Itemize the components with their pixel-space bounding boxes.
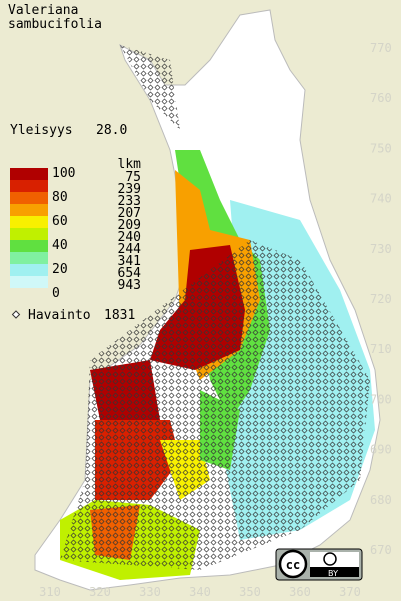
y-axis-label: 770 xyxy=(370,41,392,55)
y-axis-label: 710 xyxy=(370,342,392,356)
legend-scale-label: 20 xyxy=(52,262,68,277)
legend-scale-label: 60 xyxy=(52,214,68,229)
x-axis-label: 320 xyxy=(89,585,111,599)
x-axis-label: 350 xyxy=(239,585,261,599)
count-label: 341 xyxy=(118,254,141,269)
observations-label: Havainto xyxy=(28,308,91,323)
legend-swatch xyxy=(10,240,48,252)
legend-swatch xyxy=(10,252,48,264)
legend-swatch xyxy=(10,168,48,180)
license-badge: cc BY xyxy=(275,548,363,581)
legend-swatch xyxy=(10,216,48,228)
frequency-value: 28.0 xyxy=(96,123,127,138)
count-label: 233 xyxy=(118,194,141,209)
title: sambucifolia xyxy=(8,17,102,32)
title: Valeriana xyxy=(8,3,78,18)
y-axis-label: 730 xyxy=(370,242,392,256)
legend-scale-label: 100 xyxy=(52,166,75,181)
count-label: 239 xyxy=(118,182,141,197)
svg-text:cc: cc xyxy=(286,558,300,572)
x-axis-label: 330 xyxy=(139,585,161,599)
legend-scale-label: 80 xyxy=(52,190,68,205)
observations-value: 1831 xyxy=(104,308,135,323)
legend-swatch xyxy=(10,264,48,276)
x-axis-label: 310 xyxy=(39,585,61,599)
y-axis-label: 720 xyxy=(370,292,392,306)
legend-swatch xyxy=(10,228,48,240)
y-axis-label: 740 xyxy=(370,192,392,206)
x-axis-label: 370 xyxy=(339,585,361,599)
y-axis-label: 690 xyxy=(370,443,392,457)
legend-scale-label: 0 xyxy=(52,286,60,301)
legend-swatch xyxy=(10,204,48,216)
x-axis-label: 360 xyxy=(289,585,311,599)
distribution xyxy=(60,45,375,580)
legend-swatch xyxy=(10,192,48,204)
count-label: 207 xyxy=(118,206,141,221)
count-label: 240 xyxy=(118,230,141,245)
y-axis-label: 700 xyxy=(370,392,392,406)
y-axis-label: 760 xyxy=(370,91,392,105)
legend-scale-label: 40 xyxy=(52,238,68,253)
x-axis-label: 340 xyxy=(189,585,211,599)
count-label: 244 xyxy=(118,242,142,257)
y-axis-label: 680 xyxy=(370,493,392,507)
count-label: 209 xyxy=(118,218,141,233)
count-label: 943 xyxy=(118,278,141,293)
observation-marker xyxy=(11,310,21,319)
legend-swatch xyxy=(10,180,48,192)
license-text: BY xyxy=(328,569,338,578)
frequency-label: Yleisyys xyxy=(10,123,73,138)
legend-swatch xyxy=(10,276,48,288)
legend: 100 80 60 40 20 0 lkm7523923320720924024434165… xyxy=(10,157,141,301)
count-header: lkm xyxy=(118,157,142,172)
count-label: 654 xyxy=(118,266,142,281)
y-axis-label: 750 xyxy=(370,141,392,155)
count-label: 75 xyxy=(125,170,141,185)
y-axis-label: 670 xyxy=(370,543,392,557)
